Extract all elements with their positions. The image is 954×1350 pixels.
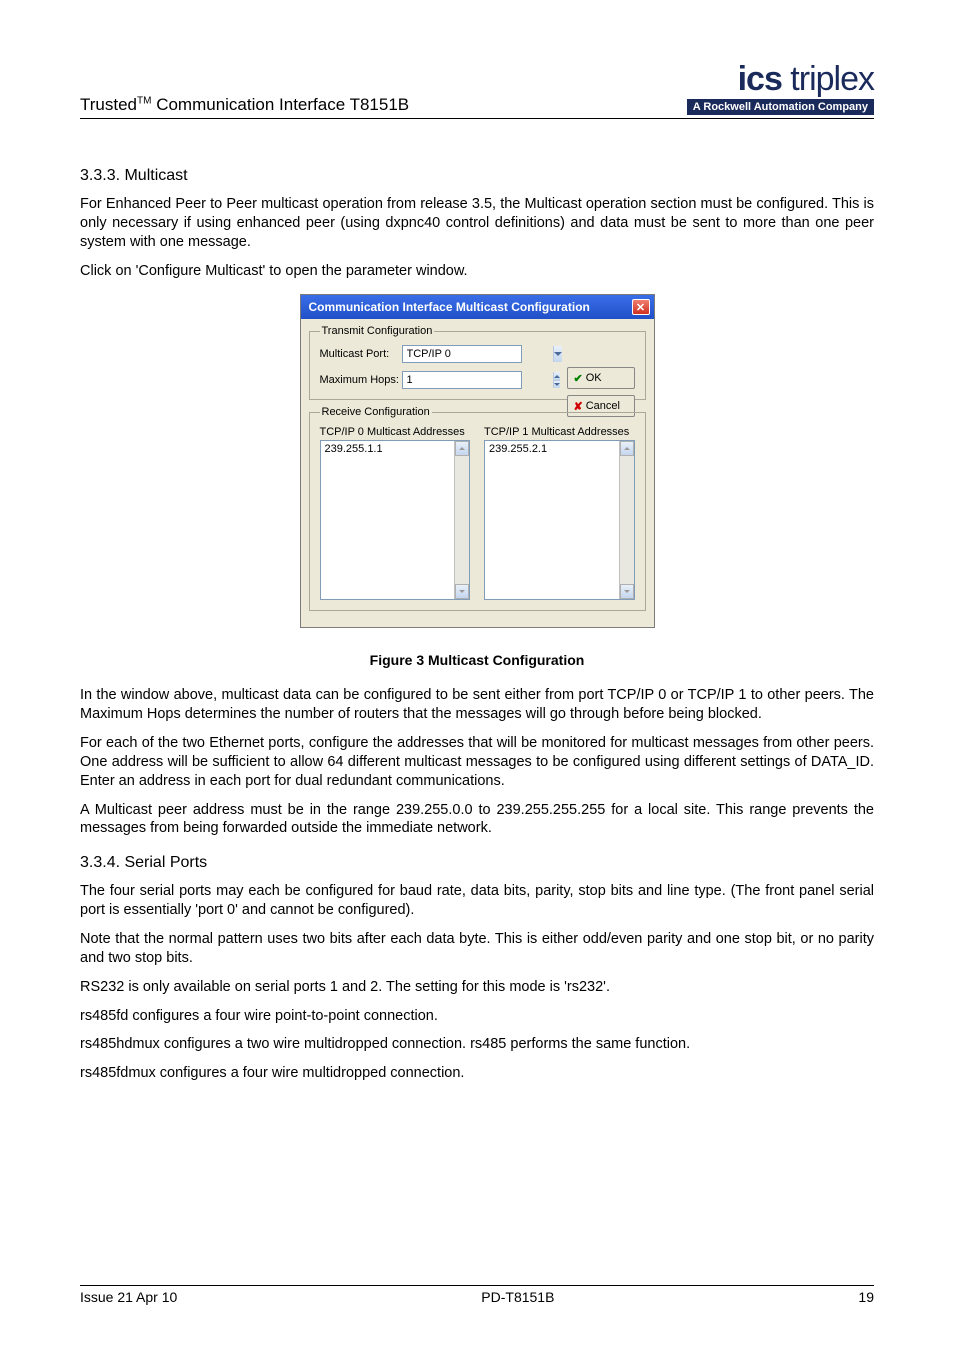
section-heading-multicast: 3.3.3. Multicast: [80, 167, 874, 185]
arrow-up-icon[interactable]: [554, 372, 560, 380]
multicast-para1: For Enhanced Peer to Peer multicast oper…: [80, 195, 874, 252]
dialog-titlebar: Communication Interface Multicast Config…: [301, 295, 654, 319]
receive-col-0: TCP/IP 0 Multicast Addresses 239.255.1.1: [320, 426, 471, 600]
multicast-port-combo[interactable]: [402, 345, 522, 363]
col0-listbox[interactable]: 239.255.1.1: [320, 440, 471, 600]
scroll-up-icon[interactable]: [620, 441, 634, 456]
multicast-para4: For each of the two Ethernet ports, conf…: [80, 734, 874, 791]
serial-para6: rs485fdmux configures a four wire multid…: [80, 1064, 874, 1083]
serial-para1: The four serial ports may each be config…: [80, 882, 874, 920]
multicast-port-row: Multicast Port:: [320, 345, 635, 363]
serial-para5: rs485hdmux configures a two wire multidr…: [80, 1035, 874, 1054]
col1-listbox[interactable]: 239.255.2.1: [484, 440, 635, 600]
col0-scrollbar[interactable]: [454, 441, 469, 599]
close-icon[interactable]: ✕: [632, 299, 650, 315]
max-hops-value[interactable]: [403, 372, 553, 388]
ok-label: OK: [586, 372, 602, 384]
logo-main: ics triplex: [687, 60, 874, 99]
serial-para4: rs485fd configures a four wire point-to-…: [80, 1007, 874, 1026]
header-title-rest: Communication Interface T8151B: [151, 95, 409, 114]
check-icon: ✔: [574, 372, 583, 385]
page-footer: Issue 21 Apr 10 PD-T8151B 19: [80, 1285, 874, 1305]
logo-subtitle: A Rockwell Automation Company: [687, 99, 874, 115]
ok-button[interactable]: ✔OK: [567, 367, 635, 389]
multicast-para2: Click on 'Configure Multicast' to open t…: [80, 262, 874, 281]
serial-para2: Note that the normal pattern uses two bi…: [80, 930, 874, 968]
col1-address: 239.255.2.1: [489, 443, 547, 455]
multicast-config-dialog: Communication Interface Multicast Config…: [300, 294, 655, 628]
company-logo: ics triplex A Rockwell Automation Compan…: [687, 60, 874, 115]
logo-triplex: triplex: [782, 60, 874, 98]
transmit-legend: Transmit Configuration: [320, 325, 435, 337]
col1-label: TCP/IP 1 Multicast Addresses: [484, 426, 635, 438]
col1-scrollbar[interactable]: [619, 441, 634, 599]
multicast-port-label: Multicast Port:: [320, 348, 402, 360]
receive-legend: Receive Configuration: [320, 406, 432, 418]
header-title-super: TM: [137, 95, 151, 106]
footer-right: 19: [858, 1289, 874, 1305]
receive-col-1: TCP/IP 1 Multicast Addresses 239.255.2.1: [484, 426, 635, 600]
max-hops-label: Maximum Hops:: [320, 374, 402, 386]
multicast-para5: A Multicast peer address must be in the …: [80, 801, 874, 839]
scroll-down-icon[interactable]: [620, 584, 634, 599]
scroll-up-icon[interactable]: [455, 441, 469, 456]
multicast-port-value[interactable]: [403, 346, 553, 362]
col0-label: TCP/IP 0 Multicast Addresses: [320, 426, 471, 438]
dialog-title: Communication Interface Multicast Config…: [309, 300, 590, 314]
col0-address: 239.255.1.1: [325, 443, 383, 455]
serial-para3: RS232 is only available on serial ports …: [80, 978, 874, 997]
receive-columns: TCP/IP 0 Multicast Addresses 239.255.1.1…: [320, 426, 635, 600]
dialog-figure: Communication Interface Multicast Config…: [80, 294, 874, 628]
chevron-down-icon[interactable]: [553, 346, 562, 362]
figure-caption: Figure 3 Multicast Configuration: [80, 652, 874, 668]
page-header: TrustedTM Communication Interface T8151B…: [80, 60, 874, 119]
multicast-para3: In the window above, multicast data can …: [80, 686, 874, 724]
arrow-down-icon[interactable]: [554, 380, 560, 389]
max-hops-spinner[interactable]: [402, 371, 522, 389]
footer-center: PD-T8151B: [481, 1289, 554, 1305]
logo-ics: ics: [738, 60, 782, 98]
dialog-body: Transmit Configuration Multicast Port: M…: [301, 319, 654, 627]
scroll-down-icon[interactable]: [455, 584, 469, 599]
section-heading-serial: 3.3.4. Serial Ports: [80, 854, 874, 872]
header-title: TrustedTM Communication Interface T8151B: [80, 95, 409, 115]
spinner-arrows[interactable]: [553, 372, 560, 388]
receive-group: Receive Configuration TCP/IP 0 Multicast…: [309, 406, 646, 611]
transmit-group: Transmit Configuration Multicast Port: M…: [309, 325, 646, 400]
footer-left: Issue 21 Apr 10: [80, 1289, 177, 1305]
header-title-prefix: Trusted: [80, 95, 137, 114]
